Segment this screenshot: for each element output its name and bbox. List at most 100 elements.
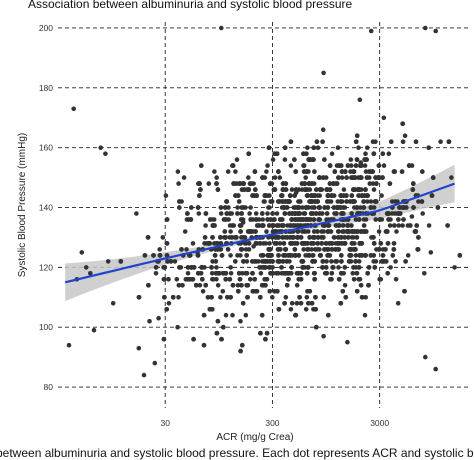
data-point — [238, 348, 243, 354]
data-point — [283, 247, 288, 252]
data-point — [230, 312, 235, 318]
data-point — [258, 271, 264, 276]
data-point — [247, 229, 252, 234]
data-point — [270, 235, 275, 240]
data-point — [321, 333, 326, 339]
data-point — [208, 217, 213, 222]
data-point — [297, 211, 302, 216]
data-point — [303, 307, 309, 312]
data-point — [215, 283, 221, 288]
data-point — [202, 235, 208, 240]
data-point — [233, 169, 238, 174]
data-point — [361, 205, 367, 210]
data-point — [402, 289, 407, 294]
data-point — [214, 277, 219, 282]
data-point — [283, 295, 289, 300]
data-point — [242, 241, 248, 246]
data-point — [265, 217, 270, 222]
data-point — [253, 229, 258, 234]
data-point — [404, 205, 409, 210]
data-point — [270, 157, 276, 162]
data-point — [258, 330, 263, 336]
data-point — [238, 229, 243, 234]
data-point — [292, 157, 297, 162]
data-point — [348, 157, 354, 162]
data-point — [423, 25, 428, 31]
data-point — [419, 199, 425, 204]
data-point — [244, 259, 250, 264]
data-point — [176, 181, 181, 186]
data-point — [387, 181, 393, 186]
data-point — [304, 295, 310, 300]
data-point — [311, 157, 316, 162]
data-point — [267, 241, 272, 246]
data-point — [235, 205, 240, 210]
data-point — [362, 312, 368, 318]
data-point — [191, 336, 196, 342]
data-point — [324, 211, 330, 216]
data-point — [283, 181, 289, 186]
data-point — [397, 205, 403, 210]
data-point — [304, 151, 309, 156]
data-point — [252, 277, 257, 282]
data-point — [415, 247, 421, 252]
data-point — [103, 151, 108, 156]
chart-title: Association between albuminuria and syst… — [28, 0, 353, 11]
data-point — [283, 199, 289, 204]
data-point — [206, 241, 211, 246]
data-point — [225, 295, 230, 300]
x-axis-ticks: 30 300 3000 — [160, 418, 389, 428]
data-point — [193, 283, 199, 288]
data-point — [307, 157, 313, 162]
data-point — [352, 175, 358, 180]
data-point — [363, 295, 369, 300]
data-point — [316, 217, 322, 222]
data-point — [240, 271, 245, 276]
data-point — [214, 181, 219, 186]
data-point — [371, 235, 376, 240]
data-point — [390, 199, 395, 204]
data-point — [298, 271, 304, 276]
data-point — [182, 229, 188, 234]
data-point — [206, 181, 212, 186]
data-point — [267, 253, 273, 258]
data-point — [195, 205, 201, 210]
data-point — [188, 217, 194, 222]
data-point — [221, 324, 226, 330]
data-point — [157, 247, 162, 252]
data-point — [227, 277, 233, 282]
data-point — [339, 169, 345, 174]
data-point — [160, 235, 166, 240]
data-point — [321, 235, 326, 240]
data-point — [292, 247, 298, 252]
data-point — [311, 145, 317, 150]
data-point — [426, 145, 432, 150]
data-point — [457, 253, 463, 258]
data-point — [279, 217, 285, 222]
data-point — [253, 217, 259, 222]
data-point — [181, 175, 187, 180]
data-point — [274, 241, 279, 246]
data-point — [293, 253, 298, 258]
data-point — [293, 169, 299, 174]
data-point — [289, 265, 295, 270]
data-point — [185, 277, 190, 282]
data-point — [325, 193, 331, 198]
data-point — [365, 145, 370, 150]
data-point — [239, 205, 245, 210]
data-point — [276, 307, 282, 312]
data-point — [385, 241, 391, 246]
data-point — [174, 277, 180, 282]
data-point — [338, 205, 343, 210]
data-point — [341, 229, 346, 234]
data-point — [176, 283, 182, 288]
data-point — [328, 199, 334, 204]
data-point — [304, 169, 310, 174]
data-point — [257, 265, 263, 270]
data-point — [335, 247, 341, 252]
data-point — [333, 223, 339, 228]
data-point — [238, 253, 243, 258]
data-point — [262, 259, 268, 264]
data-point — [224, 211, 230, 216]
